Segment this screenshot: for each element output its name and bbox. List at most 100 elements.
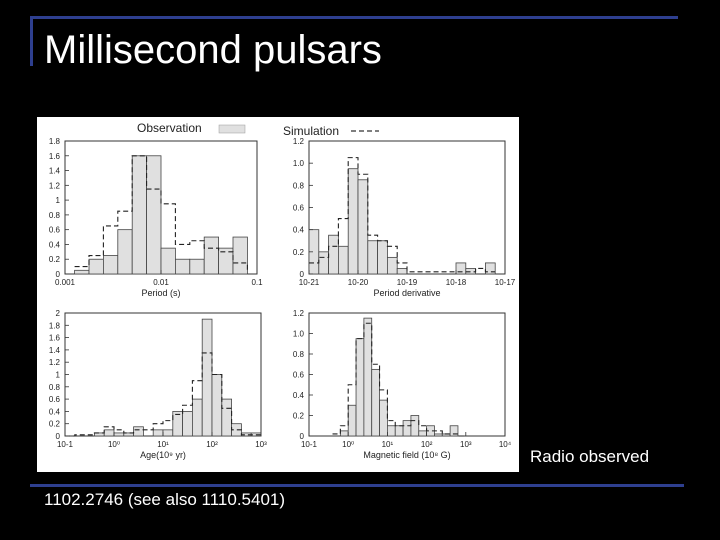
panel-4-obs-bar (339, 430, 349, 437)
panel-3-obs-bar (162, 429, 174, 437)
panel-1-xtick-label: 0.001 (55, 278, 76, 287)
panel-4-obs-bar (355, 338, 365, 437)
legend-observation-label: Observation (137, 121, 202, 135)
panel-2-xlabel: Period derivative (373, 288, 440, 298)
panel-1-ytick-label: 1.8 (49, 137, 61, 146)
panel-4-xtick-label: 10⁴ (499, 440, 512, 449)
panel-3-obs-bar (172, 410, 184, 437)
panel-2-obs-bar (377, 240, 388, 275)
panel-1-xlabel: Period (s) (141, 288, 180, 298)
panel-1-obs-bar (203, 236, 219, 275)
panel-2-ytick-label: 1.0 (293, 159, 305, 168)
panel-1-obs-bar (117, 229, 133, 275)
panel-3-obs-bar (221, 398, 233, 437)
panel-3-obs-bar (201, 318, 213, 437)
panel-1-obs-bar (160, 247, 176, 275)
panel-2-obs-bar (465, 268, 476, 275)
panel-2-xtick-label: 10-17 (495, 278, 516, 287)
panel-3-xtick-label: 10-1 (57, 440, 74, 449)
panel-1-obs-bar (131, 155, 147, 275)
panel-1-ytick-label: 1 (56, 196, 61, 205)
panel-4-ytick-label: 0 (300, 432, 305, 441)
panel-4-xtick-label: 10¹ (382, 440, 394, 449)
panel-2-xtick-label: 10-19 (397, 278, 418, 287)
panel-3-ytick-label: 2 (56, 309, 61, 318)
panel-1-obs-bar (232, 236, 248, 275)
panel-1-ytick-label: 0.8 (49, 211, 61, 220)
panel-2-obs-bar (396, 268, 408, 275)
reference-text: 1102.2746 (see also 1110.5401) (44, 490, 286, 509)
histogram-figure: Observation Simulation 0 0.2 0.4 0.6 0.8 1 1.2 1.… (37, 117, 519, 472)
panel-3-xlabel: Age(10⁹ yr) (140, 450, 186, 460)
panel-3-obs-bar (211, 374, 223, 437)
panel-3-xtick-label: 10³ (255, 440, 267, 449)
panel-3-ytick-label: 1.8 (49, 321, 61, 330)
panel-3-ytick-label: 0 (56, 432, 61, 441)
panel-2-obs-bar (455, 262, 467, 275)
panel-4-xtick-label: 10-1 (301, 440, 318, 449)
panel-3-ytick-label: 1 (56, 371, 61, 380)
panel-2-ytick-label: 0.6 (293, 204, 305, 213)
panel-2-ytick-label: 0.8 (293, 181, 305, 190)
slide-title: Millisecond pulsars (44, 28, 382, 72)
panel-1-xtick-label: 0.01 (153, 278, 169, 287)
panel-4-ytick-label: 1.2 (293, 309, 305, 318)
panel-3-ytick-label: 0.6 (49, 395, 61, 404)
panel-1-obs-bar (174, 258, 191, 275)
panel-4-obs-bar (347, 404, 357, 437)
panel-4-ytick-label: 0.8 (293, 350, 305, 359)
panel-4-ytick-label: 1.0 (293, 330, 305, 339)
panel-2-xtick-label: 10-18 (446, 278, 467, 287)
panel-3-ytick-label: 0.4 (49, 407, 61, 416)
panel-2-ytick-label: 0 (300, 270, 305, 279)
panel-2-ytick-label: 1.2 (293, 137, 305, 146)
panel-3-xtick-label: 10² (206, 440, 218, 449)
left-rule (30, 16, 33, 66)
panel-3-obs-bar (182, 410, 193, 437)
panel-3-ytick-label: 0.8 (49, 383, 61, 392)
panel-4-frame (308, 312, 506, 437)
panel-3-xtick-label: 10⁰ (108, 440, 120, 449)
panel-2-obs-bar (337, 245, 349, 275)
panel-4-obs-bar (363, 317, 373, 437)
bottom-rule (30, 484, 684, 487)
panel-3-obs-bar (103, 429, 115, 437)
panel-2-obs-bar (328, 234, 339, 275)
panel-3-obs-bar (191, 398, 203, 437)
panel-4-obs-bar (386, 425, 396, 437)
panel-4-ytick-label: 0.2 (293, 412, 305, 421)
panel-1-ytick-label: 1.4 (49, 167, 61, 176)
panel-1-ytick-label: 0.4 (49, 240, 61, 249)
panel-3-obs-bar (133, 426, 144, 437)
panel-4-xlabel: Magnetic field (10⁸ G) (363, 450, 450, 460)
panel-3-obs-bar (152, 429, 164, 437)
panel-3-ytick-label: 1.6 (49, 334, 61, 343)
top-rule (30, 16, 678, 19)
panel-4-xtick-label: 10³ (460, 440, 472, 449)
panel-1-obs-bar (189, 258, 205, 275)
panel-2-ytick-label: 0.2 (293, 248, 305, 257)
panel-4-obs-bar (418, 430, 428, 437)
panel-2-obs-bar (386, 256, 398, 275)
panel-1-obs-bar (103, 255, 119, 275)
panel-4-obs-bar (449, 425, 459, 437)
panel-3-obs-bar (113, 432, 125, 437)
panel-4-obs-bar (394, 425, 404, 437)
panel-3-ytick-label: 1.2 (49, 358, 61, 367)
legend-observation-swatch (218, 124, 246, 134)
panel-1-ytick-label: 1.6 (49, 152, 61, 161)
panel-2-xtick-label: 10-21 (299, 278, 320, 287)
figure-caption: Radio observed (530, 447, 650, 466)
legend-simulation-label: Simulation (283, 124, 339, 138)
panel-1-ytick-label: 0.6 (49, 226, 61, 235)
panel-2-sim-line (309, 157, 496, 273)
panel-2-obs-bar (357, 179, 369, 275)
panel-4-obs-bar (402, 420, 412, 437)
panel-2-xtick-label: 10-20 (348, 278, 369, 287)
panel-1-ytick-label: 1.2 (49, 181, 61, 190)
panel-2-obs-bar (484, 262, 496, 275)
panel-2-obs-bar (318, 251, 329, 275)
panel-4-obs-bar (371, 368, 380, 437)
panel-3-sim-line (65, 352, 261, 437)
panel-4-ytick-label: 0.4 (293, 391, 305, 400)
